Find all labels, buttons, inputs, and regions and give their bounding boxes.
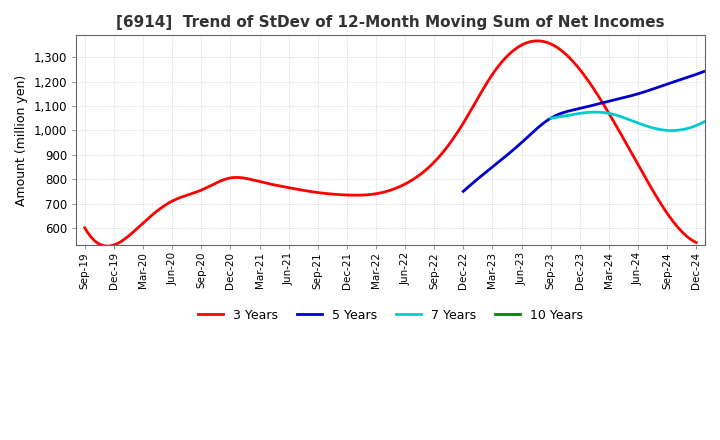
7 Years <box>667 128 676 133</box>
7 Years <box>694 122 703 127</box>
5 Years <box>619 95 628 100</box>
3 Years <box>444 142 453 147</box>
Title: [6914]  Trend of StDev of 12-Month Moving Sum of Net Incomes: [6914] Trend of StDev of 12-Month Moving… <box>116 15 665 30</box>
3 Years <box>103 243 112 249</box>
5 Years <box>614 96 623 102</box>
3 Years <box>692 240 701 245</box>
7 Years <box>706 116 714 121</box>
Legend: 3 Years, 5 Years, 7 Years, 10 Years: 3 Years, 5 Years, 7 Years, 10 Years <box>193 304 588 327</box>
Line: 5 Years: 5 Years <box>464 62 720 191</box>
5 Years <box>460 188 469 193</box>
7 Years <box>650 126 659 131</box>
3 Years <box>83 229 91 234</box>
5 Years <box>459 189 468 194</box>
Line: 7 Years: 7 Years <box>551 106 720 131</box>
3 Years <box>532 38 541 44</box>
7 Years <box>653 126 662 132</box>
7 Years <box>649 125 658 131</box>
7 Years <box>546 116 555 121</box>
3 Years <box>446 139 455 145</box>
Y-axis label: Amount (million yen): Amount (million yen) <box>15 74 28 206</box>
3 Years <box>81 225 89 231</box>
5 Years <box>615 96 624 101</box>
3 Years <box>639 171 647 176</box>
3 Years <box>456 124 465 129</box>
Line: 3 Years: 3 Years <box>85 41 696 246</box>
5 Years <box>696 70 705 75</box>
3 Years <box>600 103 608 108</box>
5 Years <box>680 76 688 81</box>
7 Years <box>547 115 556 121</box>
